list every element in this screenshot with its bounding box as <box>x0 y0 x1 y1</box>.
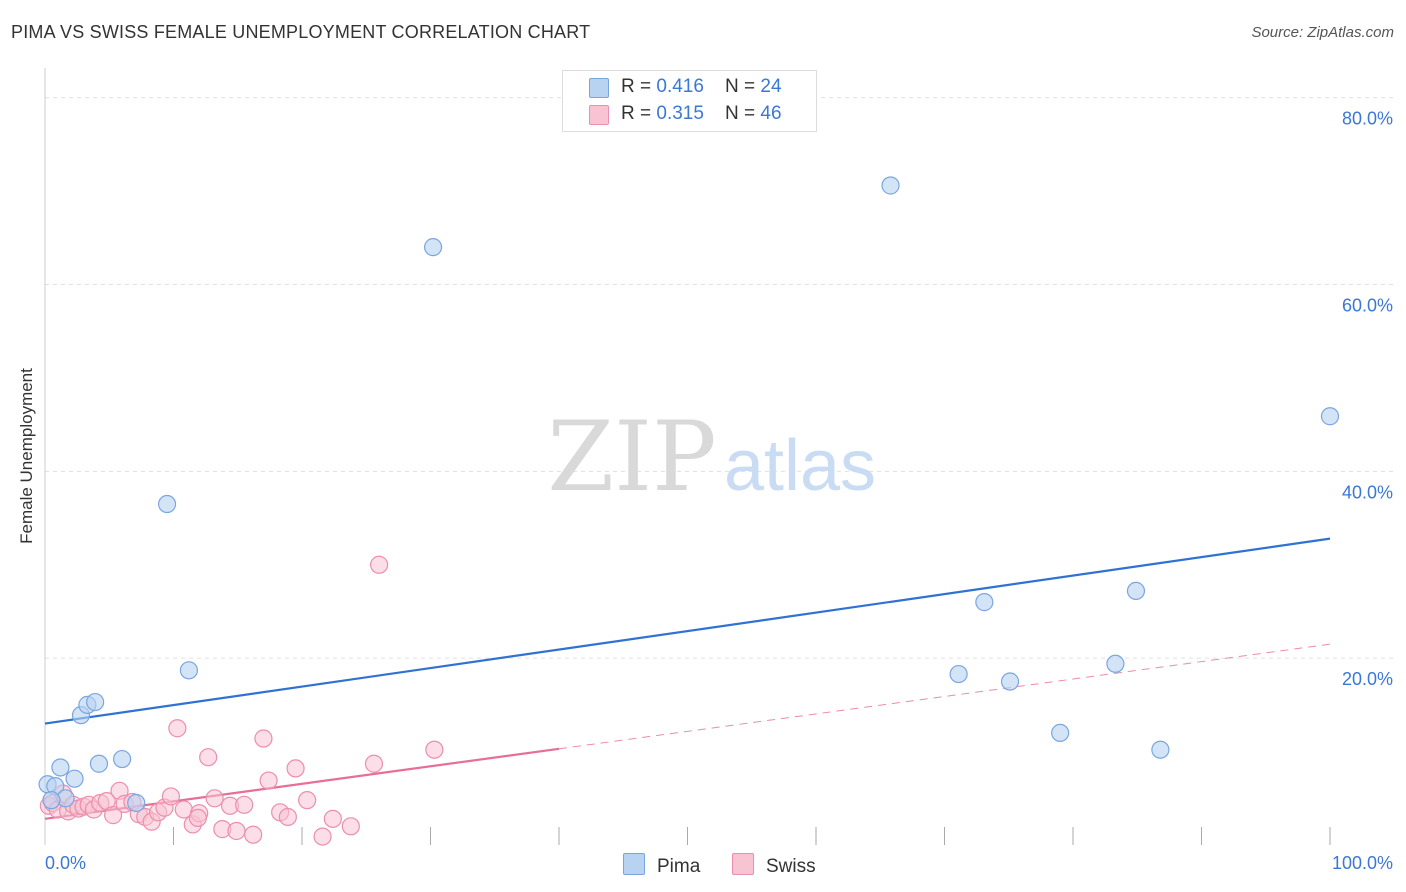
correlation-legend: R = 0.416 N = 24 R = 0.315 N = 46 <box>562 70 817 132</box>
swiss-point <box>254 729 273 748</box>
swiss-point <box>286 759 305 778</box>
grid-layer <box>45 97 1393 659</box>
watermark-atlas: atlas <box>724 426 876 506</box>
y-tick-label: 80.0% <box>1342 109 1393 129</box>
legend-swiss-n-label: N = <box>725 103 761 124</box>
y-tick-label: 60.0% <box>1342 296 1393 316</box>
chart-title: PIMA VS SWISS FEMALE UNEMPLOYMENT CORREL… <box>11 22 591 42</box>
pima-swatch <box>589 78 609 98</box>
swiss-point <box>259 771 278 790</box>
legend-pima-n-label: N = <box>725 76 761 97</box>
swiss-swatch <box>589 105 609 125</box>
x-tick-label-min: 0.0% <box>45 853 86 873</box>
pima-point <box>89 754 109 773</box>
swiss-point <box>313 827 332 846</box>
pima-point <box>65 769 84 788</box>
y-tick-label: 20.0% <box>1342 669 1393 689</box>
swiss-point <box>425 740 444 759</box>
pima-point <box>949 664 968 684</box>
swiss-point <box>168 719 187 738</box>
legend-pima-text: R = 0.416 N = 24 <box>621 76 782 98</box>
x-tick-label-max: 100.0% <box>1332 853 1393 873</box>
pima-point <box>975 593 994 612</box>
swiss-point <box>161 787 181 806</box>
legend-swiss-r-label: R = <box>621 103 657 124</box>
watermark: ZIP atlas <box>547 401 876 513</box>
swiss-point <box>323 809 342 828</box>
pima-point <box>42 791 61 810</box>
axis-layer <box>44 68 1331 845</box>
swiss-trend-extension <box>558 643 1331 750</box>
legend-pima-r-value: 0.416 <box>656 76 704 97</box>
swiss-point <box>188 808 208 828</box>
bottom-swiss-swatch <box>732 853 754 875</box>
legend-swiss-r-value: 0.315 <box>656 103 704 124</box>
pima-point <box>1320 407 1340 426</box>
bottom-legend-pima: Pima <box>623 853 700 878</box>
pima-point <box>1126 581 1146 601</box>
pima-point <box>1051 723 1070 743</box>
tick-label-layer: 20.0% 40.0% 60.0% 80.0% 0.0% 100.0% <box>45 109 1393 873</box>
legend-pima-n-value: 24 <box>760 76 782 97</box>
pima-trend-line <box>44 537 1331 725</box>
pima-point <box>157 494 177 514</box>
y-tick-label: 40.0% <box>1342 482 1393 502</box>
pima-point <box>423 238 443 257</box>
pima-point <box>1106 654 1125 673</box>
pima-point <box>51 758 70 777</box>
y-axis-label: Female Unemployment <box>17 368 36 544</box>
swiss-point <box>364 754 384 773</box>
legend-swiss-text: R = 0.315 N = 46 <box>621 103 782 125</box>
points-layer <box>38 176 1340 846</box>
pima-point <box>881 176 900 195</box>
pima-point <box>179 661 199 680</box>
trend-layer <box>44 537 1331 820</box>
legend-pima-r-label: R = <box>621 76 657 97</box>
swiss-point <box>370 555 389 574</box>
pima-point <box>112 749 132 769</box>
swiss-point <box>278 807 297 827</box>
swiss-point <box>205 789 224 808</box>
swiss-point <box>199 748 218 767</box>
pima-point <box>1151 740 1170 759</box>
bottom-swiss-label: Swiss <box>766 856 816 877</box>
pima-point <box>86 692 105 712</box>
bottom-pima-swatch <box>623 853 645 875</box>
bottom-legend-swiss: Swiss <box>732 853 816 878</box>
swiss-point <box>227 821 246 841</box>
pima-point <box>127 793 146 813</box>
source-label: Source: ZipAtlas.com <box>1251 24 1394 41</box>
legend-swiss-n-value: 46 <box>760 103 782 124</box>
bottom-pima-label: Pima <box>657 856 701 877</box>
swiss-point <box>104 806 123 825</box>
pima-point <box>1000 672 1020 691</box>
swiss-point <box>298 791 317 810</box>
swiss-point <box>244 825 263 844</box>
swiss-point <box>341 817 360 836</box>
watermark-zip: ZIP <box>547 401 716 513</box>
swiss-point <box>235 795 254 814</box>
